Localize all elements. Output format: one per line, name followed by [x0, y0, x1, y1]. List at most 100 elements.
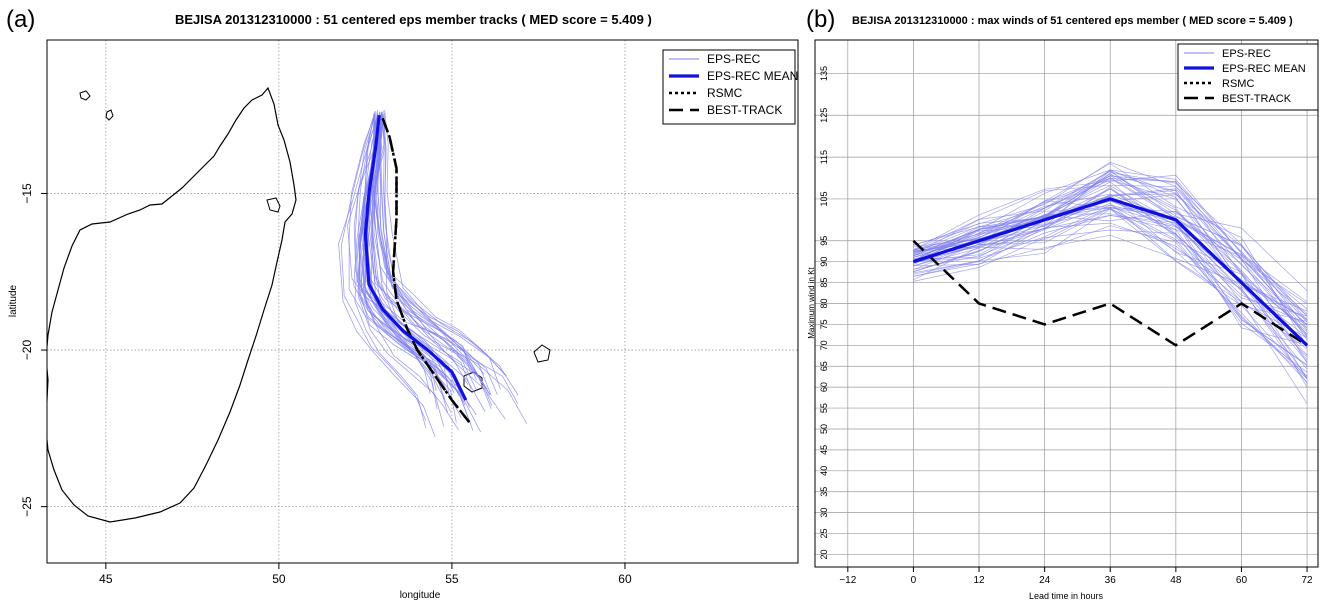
x-tick-label: 60: [618, 572, 632, 586]
x-tick-label: 60: [1236, 575, 1248, 586]
y-tick-label: 25: [819, 529, 829, 539]
chart-b-ensemble: [913, 161, 1308, 404]
legend-box: [1177, 43, 1319, 111]
chart-a-lines: [363, 115, 471, 423]
ensemble-wind-line: [913, 208, 1308, 379]
ensemble-track: [373, 114, 477, 380]
chart-b-legend: EPS-REC EPS-REC MEAN RSMC BEST-TRACK: [1177, 43, 1319, 111]
ensemble-track: [378, 119, 491, 395]
ensemble-wind-line: [913, 222, 1308, 404]
y-tick-label: 115: [819, 150, 829, 164]
legend-entry: BEST-TRACK: [1222, 93, 1292, 105]
ensemble-track: [375, 118, 498, 395]
ensemble-track: [338, 116, 436, 438]
ensemble-track: [380, 114, 492, 396]
ensemble-track: [353, 118, 445, 378]
ensemble-wind-line: [913, 188, 1308, 357]
ensemble-wind-line: [913, 181, 1308, 317]
y-tick-label: 65: [819, 361, 829, 371]
comoros-islet: [79, 90, 91, 101]
chart-b-ylabel: Maximum wind in Kt: [807, 266, 816, 338]
ensemble-wind-line: [913, 229, 1308, 373]
legend-entry: BEST-TRACK: [707, 103, 782, 117]
x-tick-label: 12: [973, 575, 985, 586]
y-tick-label: 30: [819, 508, 829, 518]
ensemble-track: [373, 111, 482, 382]
chart-b-ticks: −12 0 12 24 36 48 60 72 20 25 30 35 40 45 50 55 60 65 70 75…: [819, 66, 1313, 586]
y-tick-label: 40: [819, 466, 829, 476]
ensemble-track: [353, 112, 446, 400]
y-tick-label: 80: [819, 298, 829, 308]
chart-a-grid: [47, 40, 798, 563]
chart-a-xlabel: longitude: [400, 590, 441, 601]
series-rsmc: [381, 117, 471, 423]
x-tick-label: 45: [99, 572, 113, 586]
series-eps-rec-mean: [363, 115, 468, 401]
ensemble-track: [383, 118, 493, 406]
ensemble-wind-line: [913, 161, 1308, 323]
legend-entry: EPS-REC MEAN: [707, 69, 798, 83]
chart-a-legend: EPS-REC EPS-REC MEAN RSMC BEST-TRACK: [662, 49, 798, 125]
legend-box: [662, 49, 796, 125]
y-tick-label: 35: [819, 487, 829, 497]
ensemble-wind-line: [913, 213, 1308, 329]
ensemble-wind-line: [913, 178, 1308, 317]
legend-entry: RSMC: [1222, 78, 1254, 90]
ensemble-track: [381, 116, 506, 376]
legend-entry: EPS-REC: [707, 52, 761, 66]
ensemble-wind-line: [913, 163, 1308, 347]
x-tick-label: 48: [1170, 575, 1182, 586]
ensemble-wind-line: [913, 204, 1308, 366]
chart-a-frame: [46, 39, 799, 564]
ensemble-track: [354, 114, 438, 410]
madagascar-coastline: [47, 86, 297, 523]
series-best-track: [912, 239, 1308, 347]
y-tick-label: 85: [819, 278, 829, 288]
y-tick-label: 95: [819, 236, 829, 246]
ensemble-track: [361, 110, 472, 390]
y-tick-label: 75: [819, 319, 829, 329]
chart-b-xlabel: Lead time in hours: [1029, 591, 1104, 601]
panel-a-label: (a): [6, 6, 36, 33]
chart-b-lines: [912, 197, 1309, 347]
legend-entry: EPS-REC MEAN: [1222, 63, 1306, 75]
ensemble-wind-line: [913, 200, 1308, 321]
y-tick-label: 20: [819, 549, 829, 559]
reunion-island: [463, 371, 483, 393]
y-tick-label: 70: [819, 340, 829, 350]
ensemble-track: [384, 109, 519, 404]
chart-b-frame: [814, 39, 1319, 568]
x-tick-label: 55: [445, 572, 459, 586]
ensemble-wind-line: [913, 175, 1308, 332]
chart-a-map: [47, 86, 551, 523]
y-tick-label: 125: [819, 108, 829, 123]
legend-entry: EPS-REC: [1222, 48, 1271, 60]
nosy-boraha: [266, 197, 281, 213]
ensemble-track: [362, 113, 482, 433]
x-tick-label: 50: [272, 572, 286, 586]
series-eps-rec-mean: [912, 197, 1309, 347]
ensemble-wind-line: [913, 194, 1308, 388]
x-tick-label: 0: [911, 575, 917, 586]
ensemble-wind-line: [913, 179, 1308, 361]
ensemble-wind-line: [913, 193, 1308, 305]
ensemble-wind-line: [913, 206, 1308, 384]
ensemble-wind-line: [913, 214, 1308, 377]
y-tick-label: 60: [819, 382, 829, 392]
ensemble-track: [371, 120, 471, 373]
x-tick-label: −12: [839, 575, 856, 586]
x-tick-label: 24: [1039, 575, 1051, 586]
y-tick-label: 55: [819, 403, 829, 413]
y-tick-label: 45: [819, 445, 829, 455]
ensemble-wind-line: [913, 169, 1308, 336]
y-tick-label: 90: [819, 257, 829, 267]
y-tick-label: −15: [20, 183, 34, 204]
legend-entry: RSMC: [707, 86, 743, 100]
panel-b-label: (b): [806, 6, 836, 33]
x-tick-label: 72: [1302, 575, 1314, 586]
ensemble-track: [357, 112, 443, 389]
chart-a-ylabel: latitude: [8, 284, 19, 317]
ensemble-wind-line: [913, 207, 1308, 337]
y-tick-label: 50: [819, 424, 829, 434]
